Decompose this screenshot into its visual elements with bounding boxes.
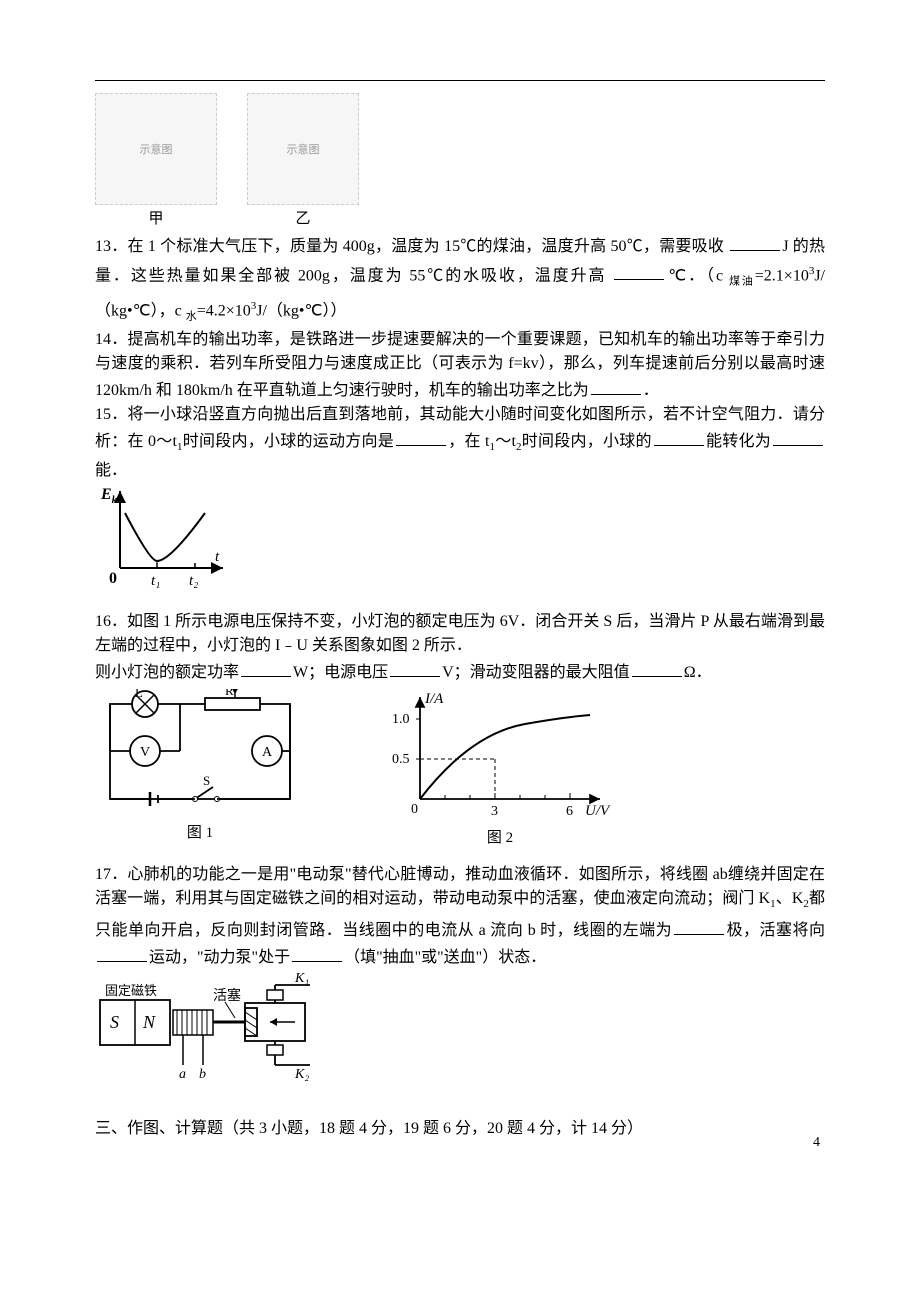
q15: 15．将一小球沿竖直方向抛出后直到落地前，其动能大小随时间变化如图所示，若不计空… bbox=[95, 403, 825, 483]
q16-blank1 bbox=[241, 658, 291, 677]
q17-blank1 bbox=[674, 916, 724, 935]
q15-chart: Ek t 0 t₁ t₂ bbox=[95, 483, 825, 598]
q17-blank2 bbox=[97, 943, 147, 962]
b-label: b bbox=[199, 1067, 206, 1082]
page-number: 4 bbox=[813, 1135, 820, 1151]
ek-label: Ek bbox=[100, 486, 118, 506]
q14-b: ． bbox=[643, 382, 659, 399]
iu-xlabel: U/V bbox=[585, 803, 611, 819]
iu-x3: 3 bbox=[491, 804, 498, 819]
iu-y05: 0.5 bbox=[392, 752, 410, 767]
q12-figures: 示意图 甲 示意图 乙 bbox=[95, 93, 825, 228]
q14-blank1 bbox=[591, 376, 641, 395]
q16-e: Ω． bbox=[684, 664, 712, 681]
q14-a: 14．提高机车的输出功率，是铁路进一步提速要解决的一个重要课题，已知机车的输出功… bbox=[95, 331, 825, 399]
q15-e: 时间段内，小球的 bbox=[521, 433, 651, 450]
q15-blank2 bbox=[654, 427, 704, 446]
q17-d: 极，活塞将向 bbox=[726, 922, 825, 939]
q17: 17．心肺机的功能之一是用"电动泵"替代心脏博动，推动血液循环．如图所示，将线圈… bbox=[95, 863, 825, 970]
iu-ylabel: I/A bbox=[424, 691, 444, 707]
q16: 16．如图 1 所示电源电压保持不变，小灯泡的额定电压为 6V．闭合开关 S 后… bbox=[95, 610, 825, 685]
switch-label: S bbox=[203, 773, 210, 788]
q16-blank3 bbox=[632, 658, 682, 677]
ek-t-chart: Ek t 0 t₁ t₂ bbox=[95, 483, 235, 593]
bulb-label: L bbox=[135, 689, 143, 700]
q16-blank2 bbox=[390, 658, 440, 677]
t2-label: t₂ bbox=[189, 573, 198, 589]
q17-f: （填"抽血"或"送血"）状态． bbox=[344, 949, 546, 966]
q16-figures: L R V A bbox=[95, 689, 825, 847]
voltmeter-label: V bbox=[140, 745, 150, 760]
ammeter-label: A bbox=[262, 745, 273, 760]
k1-label: K₁ bbox=[294, 971, 309, 986]
q17-blank3 bbox=[292, 943, 342, 962]
iu-chart: I/A 0.5 1.0 0 3 6 U/V bbox=[375, 689, 625, 824]
q13-blank1 bbox=[730, 232, 780, 251]
q16-circuit-box: L R V A bbox=[95, 689, 305, 842]
q17-b: 、K bbox=[776, 890, 804, 907]
q16-cap1: 图 1 bbox=[187, 821, 213, 842]
q13-sub1: 煤油 bbox=[729, 276, 755, 288]
iu-y10: 1.0 bbox=[392, 712, 410, 727]
origin-label: 0 bbox=[109, 570, 117, 587]
q15-blank3 bbox=[773, 427, 823, 446]
q15-d: ～t bbox=[495, 433, 516, 450]
pump-diagram: 固定磁铁 S N 活塞 a bbox=[95, 970, 345, 1090]
q13-a: 13．在 1 个标准大气压下，质量为 400g，温度为 15℃的煤油，温度升高 … bbox=[95, 238, 724, 255]
q16-c: W；电源电压 bbox=[293, 664, 388, 681]
q15-c: ，在 t bbox=[448, 433, 489, 450]
q16-d: V；滑动变阻器的最大阻值 bbox=[442, 664, 630, 681]
q15-f: 能转化为 bbox=[706, 433, 771, 450]
q13: 13．在 1 个标准大气压下，质量为 400g，温度为 15℃的煤油，温度升高 … bbox=[95, 232, 825, 328]
magnet-label: 固定磁铁 bbox=[105, 983, 157, 998]
section3-heading: 三、作图、计算题（共 3 小题，18 题 4 分，19 题 6 分，20 题 4… bbox=[95, 1117, 825, 1141]
top-rule bbox=[95, 80, 825, 81]
t-axis-label: t bbox=[215, 549, 220, 565]
t1-label: t₁ bbox=[151, 573, 160, 589]
q16-chart-box: I/A 0.5 1.0 0 3 6 U/V 图 2 bbox=[375, 689, 625, 847]
q13-blank2 bbox=[614, 261, 664, 280]
q16-b: 则小灯泡的额定功率 bbox=[95, 664, 239, 681]
q15-g: 能． bbox=[95, 462, 127, 479]
k2-label: K₂ bbox=[294, 1067, 309, 1082]
n-pole: N bbox=[142, 1012, 156, 1032]
fig-jia-box: 示意图 甲 bbox=[95, 93, 217, 228]
iu-origin: 0 bbox=[411, 802, 418, 817]
a-label: a bbox=[179, 1067, 186, 1082]
q16-a: 16．如图 1 所示电源电压保持不变，小灯泡的额定电压为 6V．闭合开关 S 后… bbox=[95, 613, 825, 654]
q17-e: 运动，"动力泵"处于 bbox=[149, 949, 290, 966]
fig-yi-caption: 乙 bbox=[295, 207, 310, 228]
fig-jia-caption: 甲 bbox=[148, 207, 163, 228]
q13-c: ℃．（c bbox=[666, 267, 729, 284]
fig-yi-box: 示意图 乙 bbox=[247, 93, 359, 228]
q16-cap2: 图 2 bbox=[487, 826, 513, 847]
q14: 14．提高机车的输出功率，是铁路进一步提速要解决的一个重要课题，已知机车的输出功… bbox=[95, 328, 825, 403]
q13-sub2: 水 bbox=[186, 310, 197, 322]
s-pole: S bbox=[110, 1012, 119, 1032]
q13-f: =4.2×10 bbox=[197, 302, 251, 319]
q13-g: J/（kg•℃）） bbox=[256, 302, 346, 319]
q17-a: 17．心肺机的功能之一是用"电动泵"替代心脏博动，推动血液循环．如图所示，将线圈… bbox=[95, 866, 825, 907]
q13-d: =2.1×10 bbox=[755, 267, 809, 284]
q15-blank1 bbox=[396, 427, 446, 446]
rheostat-label: R bbox=[225, 689, 234, 698]
piston-label: 活塞 bbox=[213, 987, 241, 1004]
circuit-diagram: L R V A bbox=[95, 689, 305, 819]
q17-diagram: 固定磁铁 S N 活塞 a bbox=[95, 970, 825, 1095]
fig-yi-image: 示意图 bbox=[247, 93, 359, 205]
iu-x6: 6 bbox=[566, 804, 573, 819]
q15-b: 时间段内，小球的运动方向是 bbox=[182, 433, 394, 450]
fig-jia-image: 示意图 bbox=[95, 93, 217, 205]
